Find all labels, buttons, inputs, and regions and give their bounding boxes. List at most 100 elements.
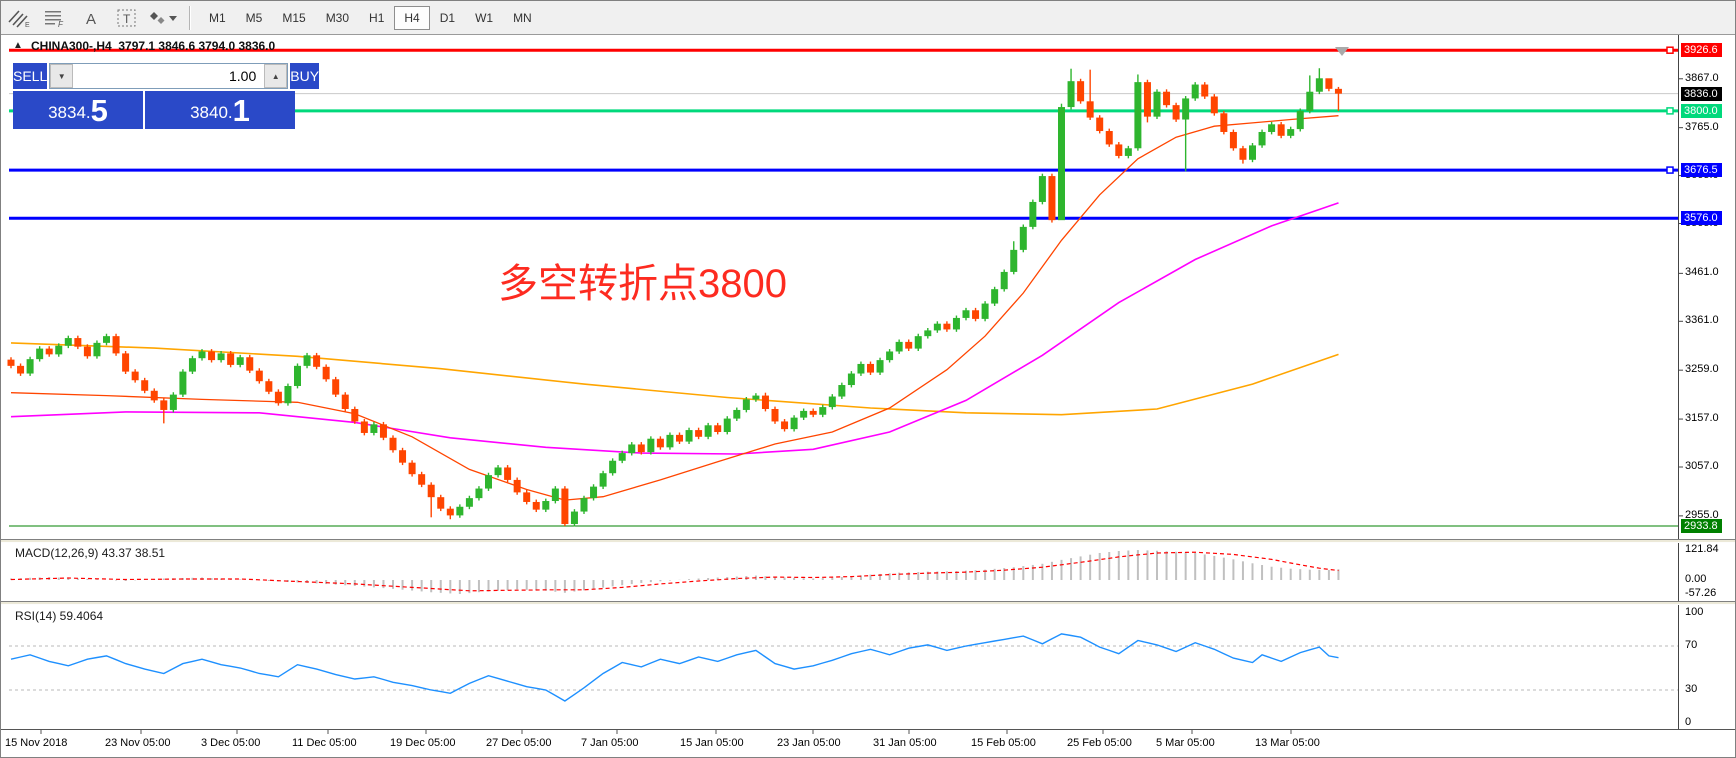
candle-body [179,371,187,395]
candle-body [1325,78,1333,89]
candle-body [1306,91,1314,111]
candle-body [838,385,846,397]
tf-h1-button[interactable]: H1 [369,10,385,25]
draw-tools-icon[interactable]: E [4,6,34,30]
chart-text-annotation[interactable]: 多空转折点3800 [498,262,787,306]
sell-price-big: 5 [90,93,108,128]
volume-increase-button[interactable]: ▲ [264,64,288,88]
candle-body [981,303,989,319]
tf-m1-button[interactable]: M1 [209,10,226,25]
tf-h4-button[interactable]: H4 [394,5,430,30]
candle-body [418,474,426,485]
panel-divider-rsi[interactable] [1,601,1735,605]
candle-body [905,341,913,349]
candle-body [332,379,340,395]
tf-m5-button[interactable]: M5 [245,10,263,25]
tf-d1-button[interactable]: D1 [439,10,456,25]
candle-body [523,492,531,502]
candle-body [666,434,674,448]
buy-button[interactable]: BUY [288,63,320,89]
level-handle-3676.5[interactable] [1666,166,1674,174]
candle-body [1134,82,1142,149]
candle-body [64,338,72,346]
ma-slow-line[interactable] [10,342,1339,416]
ma-mid-line[interactable] [10,202,1339,455]
svg-text:E: E [25,22,30,28]
candle-body [695,430,703,437]
volume-input[interactable] [73,64,265,88]
level-badge-3926.6: 3926.6 [1681,43,1722,58]
candle-body [1029,201,1037,227]
candle-body [1000,271,1008,290]
tf-m30-button[interactable]: M30 [325,10,350,25]
price-tick-3765.0: 3765.0 [1685,120,1719,133]
candle-body [828,396,836,408]
tf-mn-button[interactable]: MN [513,10,532,25]
candle-body [74,338,82,347]
tf-m15-button[interactable]: M15 [282,10,306,25]
candle-body [962,310,970,318]
macd-scale-121.84: 121.84 [1685,543,1719,556]
candle-body [599,473,607,487]
candle-body [456,506,464,516]
macd-signal-line[interactable] [10,551,1339,592]
price-tick-3461.0: 3461.0 [1685,266,1719,279]
level-handle-3926.6[interactable] [1666,46,1674,54]
candle-body [1287,129,1295,136]
candle-body [1077,81,1085,102]
candle-body [723,418,731,432]
candle-body [714,425,722,432]
buy-price-display[interactable]: 3840. 1 [145,91,295,129]
level-handle-3800.0[interactable] [1666,107,1674,115]
price-axis-border [1678,34,1679,729]
candle-body [465,498,473,507]
level-badge-2933.8: 2933.8 [1681,519,1722,534]
text-label-icon[interactable]: A [76,6,106,30]
candle-body [991,289,999,304]
candle-body [17,365,25,374]
candle-body [494,467,502,476]
macd-scale-0.00: 0.00 [1685,573,1707,585]
candle-body [389,437,397,451]
svg-text:A: A [86,11,96,28]
ma-fast-line[interactable] [10,115,1339,501]
rsi-scale-100: 100 [1685,605,1704,618]
candle-body [26,359,34,374]
ohlc-readout: 3797.1 3846.6 3794.0 3836.0 [118,39,276,53]
rsi-line[interactable] [10,633,1339,702]
candle-body [1019,226,1027,250]
indicators-grid-icon[interactable]: F [40,6,70,30]
text-box-icon[interactable]: T [112,6,142,30]
candle-body [265,381,273,392]
tf-w1-button[interactable]: W1 [475,10,494,25]
candle-body [188,358,196,372]
candle-body [1038,176,1046,202]
candle-body [198,351,206,359]
time-tick-6: 27 Dec 05:00 [486,737,552,749]
candle-body [322,366,330,380]
candle-body [399,450,407,463]
candle-body [169,394,177,410]
candle-body [131,371,139,381]
gray-arrow-marker[interactable] [1335,47,1349,56]
panel-divider-macd[interactable] [1,539,1735,543]
candle-body [952,317,960,330]
candle-body [1086,101,1094,118]
candle-body [532,501,540,510]
sell-button[interactable]: SELL [13,63,50,89]
buy-price-big: 1 [232,93,250,128]
chart-header: CHINA300-,H4 3797.1 3846.6 3794.0 3836.0 [31,39,275,53]
volume-decrease-button[interactable]: ▼ [50,64,74,88]
timeframe-group: M1 M5 M15 M30 H1 H4 D1 W1 MN [199,5,542,30]
sell-price-display[interactable]: 3834. 5 [13,91,145,129]
time-tick-12: 25 Feb 05:00 [1067,737,1132,749]
candle-body [303,355,311,366]
candle-body [733,409,741,419]
one-click-trade-panel: SELL ▼ ▲ BUY 3834.5 3840.1 [13,63,320,129]
candle-body [294,365,301,386]
rsi-scale-0: 0 [1685,716,1692,728]
candle-body [1249,145,1256,160]
candle-body [1010,249,1018,272]
objects-cursor-icon[interactable] [148,6,178,30]
